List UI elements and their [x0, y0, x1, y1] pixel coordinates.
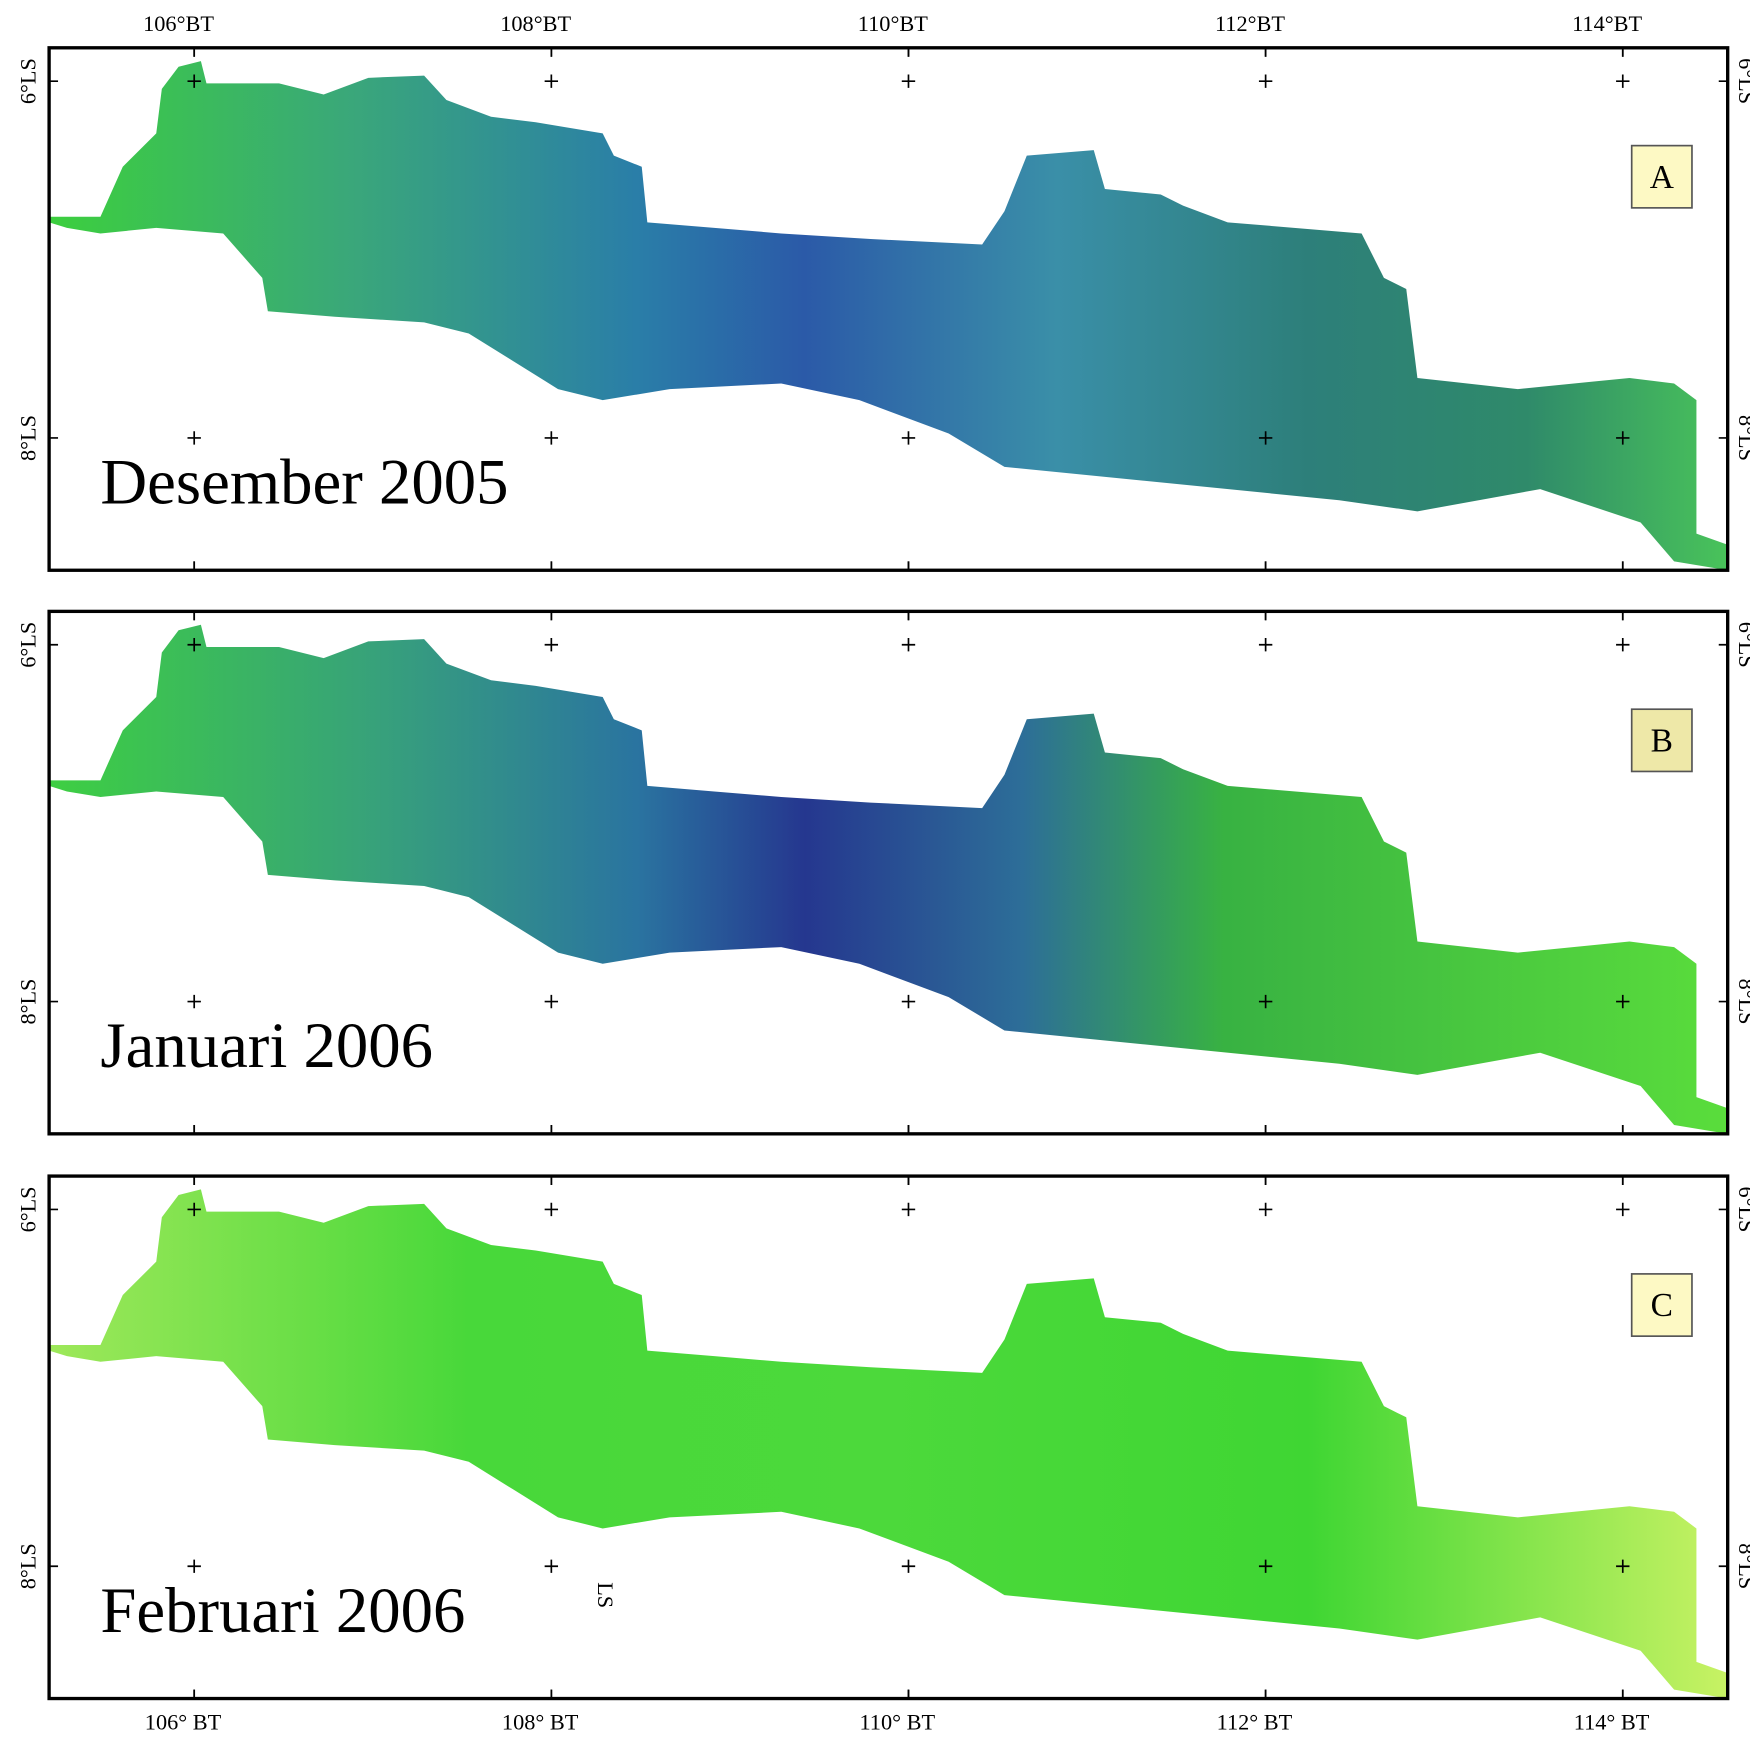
panel-letter: B: [1651, 723, 1673, 760]
lat-label: 8°LS: [16, 979, 41, 1025]
grid-cross: [1616, 1559, 1630, 1573]
grid-cross: [544, 1559, 559, 1573]
frame: [47, 1174, 1730, 1701]
lon-label: 110° BT: [859, 1710, 935, 1735]
lat-label: 6°LS: [16, 58, 41, 104]
lon-label: 112° BT: [1217, 1710, 1293, 1735]
grid-cross: [901, 431, 916, 445]
map-panel: 6°LS 6°LS 8°LS 8°LS B Januari 2006: [16, 609, 1750, 1136]
panel-letter: C: [1651, 1287, 1673, 1324]
grid-cross: [544, 74, 559, 88]
panel-letter: A: [1650, 159, 1674, 196]
grid-cross: [901, 1202, 916, 1217]
panels: 6°LS 6°LS 8°LS 8°LS A Desember 2005 6°LS 6°LS 8°…: [16, 46, 1750, 1701]
stray-label: LS: [593, 1582, 618, 1608]
grid-cross: [901, 994, 916, 1009]
lat-label: 8°LS: [16, 415, 41, 461]
lat-label: 6°LS: [16, 622, 41, 668]
grid-cross: [1258, 994, 1273, 1009]
map-panel: 6°LS 6°LS 8°LS 8°LS A Desember 2005: [16, 46, 1750, 572]
grid-cross: [187, 994, 201, 1009]
grid-cross: [901, 74, 916, 88]
grid-cross: [901, 1559, 916, 1573]
lat-label: 6°LS: [16, 1186, 41, 1232]
frame: [47, 609, 1730, 1136]
grid-cross: [1616, 431, 1630, 445]
lon-label: 106° BT: [145, 1710, 222, 1735]
map-panel: 6°LS 6°LS 8°LS 8°LS C Februari 2006: [16, 1174, 1750, 1701]
grid-cross: [187, 1202, 201, 1217]
grid-cross: [901, 638, 916, 652]
lat-label: 8°LS: [1734, 979, 1750, 1025]
panel-letter-box: [1630, 708, 1693, 773]
grid-cross: [544, 431, 559, 445]
grid-cross: [544, 638, 559, 652]
grid-cross: [187, 74, 201, 88]
grid-cross: [187, 1559, 201, 1573]
lon-label: 108° BT: [502, 1710, 579, 1735]
grid-cross: [1616, 994, 1630, 1009]
lon-label: 110°BT: [858, 11, 928, 36]
grid-cross: [1616, 638, 1630, 652]
lat-label: 8°LS: [1734, 1543, 1750, 1589]
lon-label: 114°BT: [1572, 11, 1642, 36]
lat-label: 6°LS: [1734, 1186, 1750, 1232]
lon-label: 108°BT: [500, 11, 571, 36]
lat-label: 6°LS: [1734, 622, 1750, 668]
grid-cross: [1258, 431, 1273, 445]
panel-title: Januari 2006: [100, 1009, 433, 1081]
lon-label: 106°BT: [143, 11, 214, 36]
panel-title: Februari 2006: [100, 1574, 465, 1646]
grid-cross: [1258, 1202, 1273, 1217]
grid-cross: [1616, 1202, 1630, 1217]
grid-cross: [1616, 74, 1630, 88]
grid-cross: [1258, 638, 1273, 652]
frame: [47, 46, 1730, 572]
grid-cross: [187, 638, 201, 652]
panel-title: Desember 2005: [100, 446, 508, 518]
lon-label: 112°BT: [1215, 11, 1285, 36]
lat-label: 8°LS: [16, 1543, 41, 1589]
grid-cross: [1258, 1559, 1273, 1573]
grid-cross: [544, 1202, 559, 1217]
panel-letter-box: [1630, 144, 1693, 209]
lat-label: 8°LS: [1734, 415, 1750, 461]
grid-cross: [187, 431, 201, 445]
grid-cross: [544, 994, 559, 1009]
grid-cross: [1258, 74, 1273, 88]
lon-label: 114° BT: [1574, 1710, 1650, 1735]
panel-letter-box: [1630, 1273, 1693, 1337]
lat-label: 6°LS: [1734, 58, 1750, 104]
